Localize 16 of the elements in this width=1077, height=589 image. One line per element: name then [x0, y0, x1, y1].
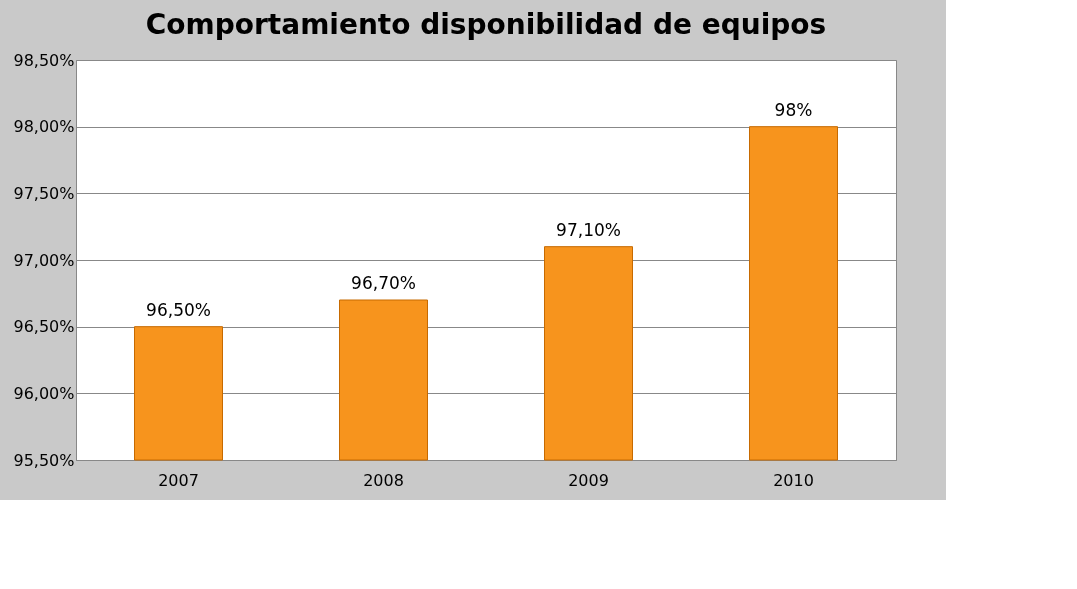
y-tick-label: 97,00% [13, 250, 75, 270]
y-tick-label: 98,00% [13, 117, 75, 137]
data-label: 98% [774, 99, 813, 120]
x-tick-label: 2008 [363, 470, 404, 490]
x-tick-label: 2010 [773, 470, 814, 490]
y-tick-label: 96,50% [13, 317, 75, 337]
data-label: 96,70% [351, 273, 416, 293]
data-label: 96,50% [146, 299, 211, 320]
x-tick-label: 2009 [568, 470, 609, 490]
chart-title: Comportamiento disponibilidad de equipos [145, 8, 827, 41]
y-tick-label: 95,50% [13, 450, 75, 470]
data-label: 97,10% [556, 219, 621, 240]
y-tick-label: 96,00% [13, 383, 75, 403]
y-tick-label: 97,50% [13, 183, 75, 203]
y-tick-label: 98,50% [13, 50, 75, 70]
x-tick-label: 2007 [158, 470, 199, 490]
